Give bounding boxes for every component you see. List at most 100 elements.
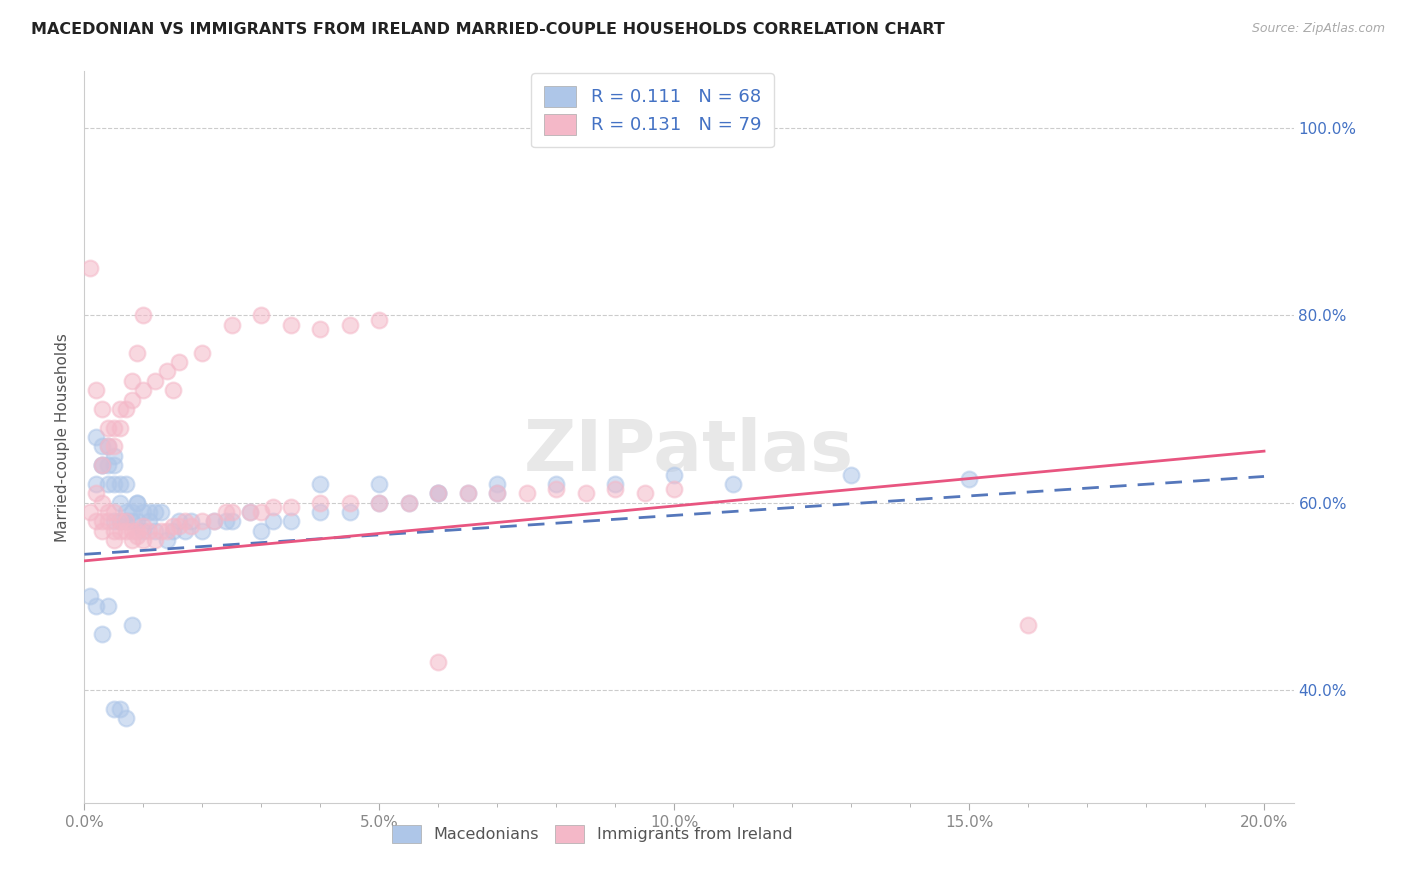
Point [262,500,284,515]
Point [103,420,125,434]
Point [162,524,184,538]
Point [250,308,273,322]
Point [127,496,149,510]
Point [262,515,284,529]
Point [427,486,450,500]
Point [180,519,202,533]
Point [79,590,101,604]
Point [427,486,450,500]
Point [368,313,391,327]
Point [121,374,143,388]
Point [84,486,107,500]
Point [79,505,101,519]
Point [103,458,125,473]
Point [143,524,166,538]
Point [546,477,568,491]
Point [91,458,114,473]
Point [91,515,114,529]
Point [957,472,980,486]
Point [132,383,155,397]
Point [575,486,598,500]
Point [97,505,120,519]
Point [516,486,538,500]
Point [280,500,302,515]
Point [173,515,195,529]
Point [108,524,131,538]
Point [202,515,225,529]
Point [280,318,302,332]
Point [114,401,136,416]
Point [121,524,143,538]
Point [156,364,179,378]
Point [127,345,149,359]
Point [132,533,155,548]
Point [114,515,136,529]
Text: Source: ZipAtlas.com: Source: ZipAtlas.com [1251,22,1385,36]
Point [108,496,131,510]
Point [339,496,361,510]
Point [721,477,744,491]
Point [143,374,166,388]
Point [339,505,361,519]
Point [103,515,125,529]
Point [79,261,101,276]
Point [221,318,243,332]
Point [103,702,125,716]
Point [121,515,143,529]
Point [97,458,120,473]
Point [457,486,479,500]
Point [398,496,420,510]
Point [309,496,332,510]
Point [103,440,125,454]
Point [138,505,160,519]
Point [103,505,125,519]
Point [180,515,202,529]
Point [121,617,143,632]
Point [486,477,509,491]
Point [108,702,131,716]
Point [84,515,107,529]
Point [191,515,214,529]
Point [156,524,179,538]
Point [103,449,125,463]
Point [191,524,214,538]
Point [84,430,107,444]
Point [84,383,107,397]
Point [121,533,143,548]
Point [121,505,143,519]
Point [108,515,131,529]
Point [150,505,173,519]
Point [138,515,160,529]
Point [398,496,420,510]
Point [486,486,509,500]
Point [114,515,136,529]
Point [103,477,125,491]
Point [114,524,136,538]
Text: MACEDONIAN VS IMMIGRANTS FROM IRELAND MARRIED-COUPLE HOUSEHOLDS CORRELATION CHAR: MACEDONIAN VS IMMIGRANTS FROM IRELAND MA… [31,22,945,37]
Point [839,467,862,482]
Point [91,496,114,510]
Point [114,477,136,491]
Point [427,655,450,669]
Point [546,482,568,496]
Point [486,486,509,500]
Y-axis label: Married-couple Households: Married-couple Households [55,333,70,541]
Point [127,496,149,510]
Point [215,515,238,529]
Point [91,458,114,473]
Point [167,519,190,533]
Point [127,524,149,538]
Point [97,515,120,529]
Point [91,524,114,538]
Point [250,524,273,538]
Point [97,420,120,434]
Point [202,515,225,529]
Point [664,467,686,482]
Point [162,383,184,397]
Point [91,401,114,416]
Point [280,515,302,529]
Point [634,486,657,500]
Point [664,482,686,496]
Point [108,420,131,434]
Point [368,477,391,491]
